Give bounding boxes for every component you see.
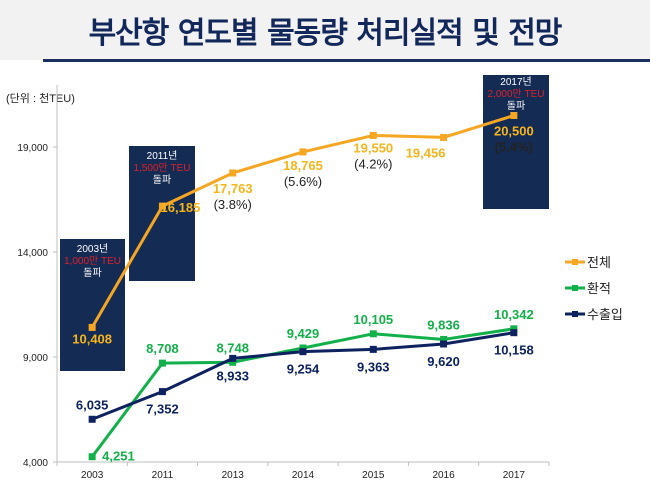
data-point bbox=[369, 345, 377, 353]
y-tick-label: 19,000 bbox=[17, 143, 48, 154]
data-point bbox=[510, 325, 518, 333]
data-label: 20,500 bbox=[494, 124, 534, 139]
legend-label: 전체 bbox=[587, 255, 611, 270]
x-tick-label: 2011 bbox=[152, 470, 174, 481]
y-tick-label: 14,000 bbox=[17, 248, 48, 259]
milestone-box bbox=[129, 146, 195, 281]
milestone-value: 1,500만 TEU bbox=[133, 162, 190, 174]
title-divider bbox=[43, 59, 650, 62]
data-label: 10,342 bbox=[494, 307, 534, 322]
data-point bbox=[369, 330, 377, 338]
x-tick-label: 2017 bbox=[503, 470, 526, 481]
x-tick-label: 2013 bbox=[222, 470, 245, 481]
data-point bbox=[229, 358, 237, 366]
milestone-year: 2011년 bbox=[147, 150, 178, 162]
growth-label: (3.8%) bbox=[214, 197, 252, 212]
legend-marker bbox=[572, 311, 578, 317]
data-label: 8,708 bbox=[146, 341, 179, 356]
x-tick-label: 2003 bbox=[81, 470, 104, 481]
legend-label: 환적 bbox=[587, 281, 611, 296]
y-tick-label: 9,000 bbox=[23, 353, 48, 364]
legend-marker bbox=[572, 285, 578, 291]
data-point bbox=[158, 202, 166, 210]
data-label: 9,620 bbox=[427, 354, 460, 369]
page-title: 부산항 연도별 물동량 처리실적 및 전망 bbox=[88, 16, 563, 51]
data-label: 4,251 bbox=[102, 449, 135, 464]
data-point bbox=[299, 348, 307, 356]
data-label: 17,763 bbox=[213, 181, 253, 196]
legend-label: 수출입 bbox=[587, 307, 623, 322]
data-label: 8,748 bbox=[216, 340, 249, 355]
data-label: 7,352 bbox=[146, 402, 179, 417]
milestone-caption: 돌파 bbox=[153, 174, 171, 186]
data-label: 6,035 bbox=[76, 397, 109, 412]
data-point bbox=[440, 340, 448, 348]
data-point bbox=[510, 329, 518, 337]
data-label: 10,158 bbox=[494, 343, 534, 358]
x-tick-label: 2015 bbox=[362, 470, 385, 481]
y-tick-label: 4,000 bbox=[23, 458, 48, 469]
data-point bbox=[299, 148, 307, 156]
growth-label: (4.2%) bbox=[354, 156, 392, 171]
data-label: 10,408 bbox=[72, 331, 112, 346]
milestone-caption: 돌파 bbox=[83, 267, 101, 279]
data-point bbox=[229, 169, 237, 177]
milestone-caption: 돌파 bbox=[507, 100, 525, 112]
data-point bbox=[440, 335, 448, 343]
legend-marker bbox=[572, 259, 578, 265]
data-point bbox=[88, 323, 96, 331]
data-point bbox=[158, 388, 166, 396]
milestone-value: 2,000만 TEU bbox=[487, 88, 544, 100]
data-label: 19,550 bbox=[353, 140, 393, 155]
x-tick-label: 2016 bbox=[432, 470, 455, 481]
data-point bbox=[158, 359, 166, 367]
data-label: 9,429 bbox=[287, 326, 320, 341]
milestone-value: 1,000만 TEU bbox=[64, 255, 121, 267]
data-point bbox=[229, 354, 237, 362]
data-point bbox=[440, 133, 448, 141]
milestone-year: 2003년 bbox=[77, 243, 108, 255]
title-band bbox=[0, 0, 650, 60]
data-point bbox=[88, 453, 96, 461]
x-tick-label: 2014 bbox=[292, 470, 315, 481]
data-point bbox=[299, 344, 307, 352]
data-point bbox=[88, 415, 96, 423]
data-label: 9,836 bbox=[427, 317, 460, 332]
milestone-box bbox=[483, 75, 549, 209]
data-label: 9,254 bbox=[287, 362, 320, 377]
data-label: 10,105 bbox=[353, 312, 393, 327]
data-label: 19,456 bbox=[406, 145, 446, 160]
growth-label: (5.6%) bbox=[284, 174, 322, 189]
data-label: 9,363 bbox=[357, 359, 390, 374]
data-point bbox=[510, 112, 518, 119]
data-point bbox=[369, 131, 377, 139]
data-label: 16,185 bbox=[161, 200, 201, 215]
growth-label: (5.4%) bbox=[495, 140, 533, 155]
unit-label: (단위 : 천TEU) bbox=[6, 91, 75, 105]
data-label: 8,933 bbox=[216, 368, 249, 383]
data-label: 18,765 bbox=[283, 158, 323, 173]
milestone-year: 2017년 bbox=[500, 76, 531, 88]
milestone-box bbox=[60, 239, 125, 371]
